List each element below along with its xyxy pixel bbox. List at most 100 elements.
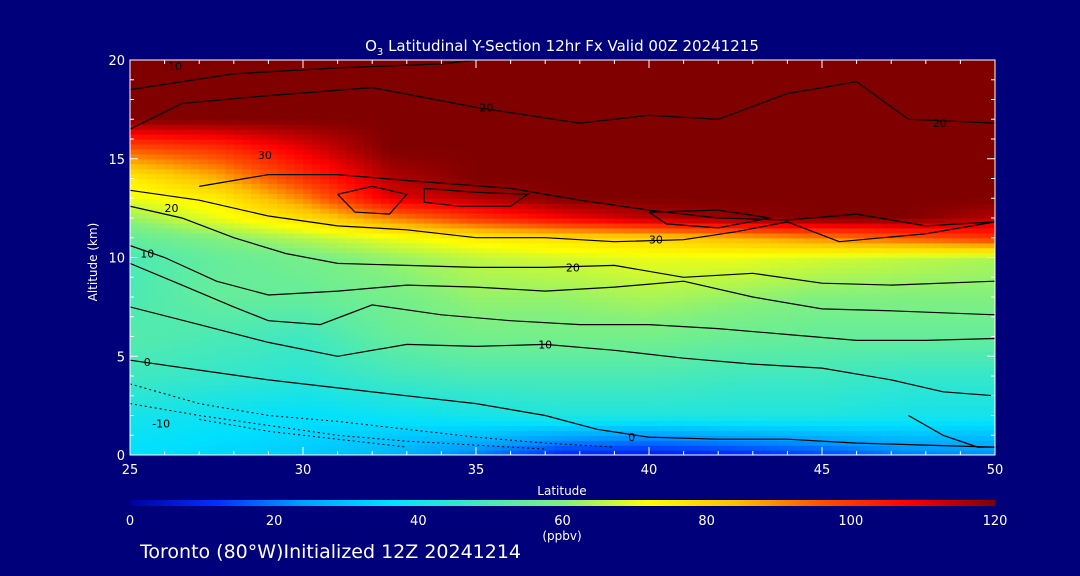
heatmap-cell (346, 262, 356, 268)
heatmap-cell (553, 410, 564, 417)
heatmap-cell (778, 297, 788, 303)
heatmap-cell (735, 445, 745, 451)
heatmap-cell (354, 282, 365, 288)
heatmap-cell (415, 237, 425, 244)
heatmap-cell (882, 267, 892, 273)
heatmap-cell (501, 301, 512, 308)
heatmap-cell (822, 351, 832, 357)
heatmap-cell (536, 301, 546, 308)
heatmap-cell (761, 218, 771, 224)
heatmap-cell (804, 252, 814, 259)
heatmap-cell (649, 445, 659, 451)
heatmap-cell (839, 385, 849, 392)
heatmap-cell (986, 420, 995, 426)
heatmap-cell (865, 445, 875, 451)
heatmap-cell (562, 267, 572, 273)
heatmap-cell (735, 366, 745, 372)
heatmap-cell (458, 213, 468, 219)
heatmap-cell (389, 420, 399, 426)
heatmap-cell (934, 277, 944, 283)
heatmap-cell (225, 450, 235, 455)
heatmap-cell (839, 297, 849, 303)
heatmap-cell (207, 410, 218, 417)
heatmap-cell (692, 385, 702, 392)
heatmap-cell (346, 247, 356, 254)
heatmap-cell (917, 247, 927, 254)
heatmap-cell (605, 282, 615, 288)
heatmap-cell (363, 287, 373, 293)
heatmap-cell (277, 222, 287, 229)
heatmap-cell (865, 287, 875, 293)
heatmap-cell (960, 430, 970, 436)
heatmap-cell (467, 450, 477, 455)
heatmap-cell (147, 232, 157, 239)
heatmap-cell (649, 420, 659, 426)
heatmap-cell (536, 242, 546, 249)
heatmap-cell (346, 321, 356, 328)
heatmap-cell (787, 376, 797, 382)
heatmap-cell (346, 390, 356, 397)
title-subscript: 3 (377, 47, 383, 58)
heatmap-cell (908, 430, 918, 436)
heatmap-cell (216, 351, 226, 357)
heatmap-cell (839, 346, 849, 352)
heatmap-cell (951, 227, 961, 234)
heatmap-cell (441, 277, 451, 283)
heatmap-cell (190, 316, 200, 323)
heatmap-cell (752, 287, 763, 293)
heatmap-cell (986, 366, 995, 372)
heatmap-cell (467, 425, 477, 431)
heatmap-cell (259, 326, 269, 333)
heatmap-cell (277, 262, 287, 268)
heatmap-cell (545, 415, 555, 422)
heatmap-cell (752, 390, 763, 397)
heatmap-cell (389, 222, 399, 229)
heatmap-cell (190, 356, 200, 362)
heatmap-cell (233, 242, 244, 249)
heatmap-cell (882, 208, 892, 214)
heatmap-cell (406, 297, 417, 303)
heatmap-cell (476, 331, 486, 338)
heatmap-cell (770, 311, 780, 318)
heatmap-cell (527, 326, 538, 333)
heatmap-cell (597, 326, 607, 333)
heatmap-cell (476, 400, 486, 407)
heatmap-cell (605, 292, 615, 298)
heatmap-cell (432, 247, 442, 254)
heatmap-cell (216, 326, 226, 333)
heatmap-cell (398, 395, 408, 402)
heatmap-cell (476, 227, 486, 234)
heatmap-cell (770, 227, 780, 234)
heatmap-cell (303, 425, 313, 431)
heatmap-cell (631, 306, 641, 313)
heatmap-cell (398, 385, 408, 392)
heatmap-cell (934, 311, 944, 318)
heatmap-cell (181, 361, 192, 367)
heatmap-cell (346, 292, 356, 298)
heatmap-cell (493, 272, 503, 278)
heatmap-cell (700, 405, 711, 412)
heatmap-cell (545, 277, 555, 283)
heatmap-cell (605, 306, 615, 313)
heatmap-cell (726, 410, 737, 417)
heatmap-cell (259, 232, 269, 239)
heatmap-cell (320, 311, 330, 318)
heatmap-cell (882, 390, 892, 397)
heatmap-cell (510, 366, 520, 372)
heatmap-cell (674, 361, 685, 367)
heatmap-cell (173, 366, 183, 372)
heatmap-cell (640, 435, 650, 441)
heatmap-cell (822, 208, 832, 214)
heatmap-cell (865, 262, 875, 268)
heatmap-cell (173, 222, 183, 229)
heatmap-cell (649, 336, 659, 343)
heatmap-cell (579, 430, 590, 436)
heatmap-cell (242, 257, 252, 264)
heatmap-cell (934, 405, 944, 412)
heatmap-cell (130, 306, 140, 313)
heatmap-cell (579, 227, 590, 234)
heatmap-cell (337, 445, 347, 451)
heatmap-cell (640, 252, 650, 259)
heatmap-cell (571, 237, 581, 244)
heatmap-cell (138, 316, 148, 323)
